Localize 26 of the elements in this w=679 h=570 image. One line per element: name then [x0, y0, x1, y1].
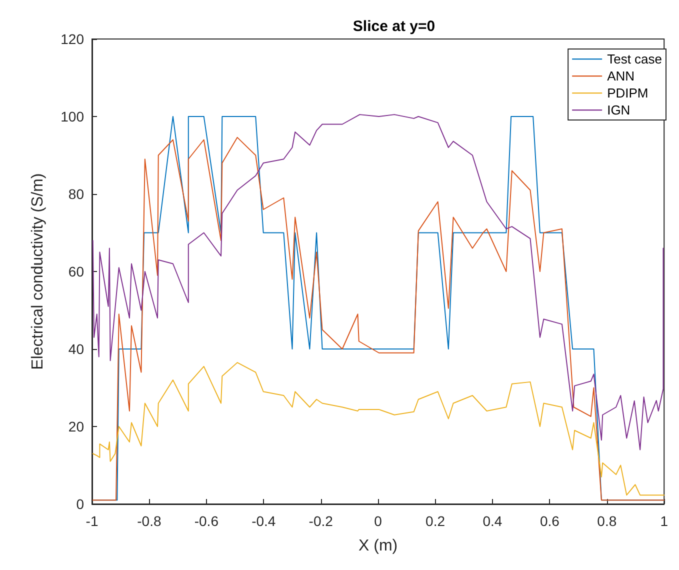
y-tick-label: 100 — [60, 108, 84, 124]
legend-label: IGN — [607, 102, 630, 118]
x-tick-label: 0 — [374, 513, 382, 529]
x-tick-label: -0.2 — [308, 513, 334, 529]
legend-label: Test case — [607, 52, 662, 66]
x-tick-label: -0.4 — [252, 513, 276, 529]
y-tick-label: 0 — [76, 496, 84, 512]
chart-title: Slice at y=0 — [352, 18, 436, 35]
x-tick-label: 0.4 — [482, 513, 502, 529]
x-tick-label: 0.2 — [426, 513, 446, 529]
x-tick-label: 1 — [660, 513, 668, 529]
y-tick-label: 80 — [68, 186, 84, 202]
x-axis-title: X (m) — [358, 538, 398, 554]
x-tick-label: -1 — [86, 513, 98, 529]
y-tick-label: 60 — [68, 264, 84, 280]
x-tick-label: -0.8 — [137, 513, 162, 529]
x-tick-label: 0.8 — [597, 513, 617, 529]
y-tick-label: 20 — [68, 418, 84, 434]
y-tick-label: 120 — [60, 31, 84, 47]
line-series — [92, 362, 665, 496]
y-axis-title: Electrical conductivity (S/m) — [30, 173, 46, 370]
y-tick-label: 40 — [68, 341, 84, 357]
x-tick-label: -0.6 — [194, 513, 219, 529]
legend-label: ANN — [607, 68, 635, 84]
legend-label: PDIPM — [607, 86, 648, 100]
x-tick-label: 0.6 — [540, 513, 560, 529]
